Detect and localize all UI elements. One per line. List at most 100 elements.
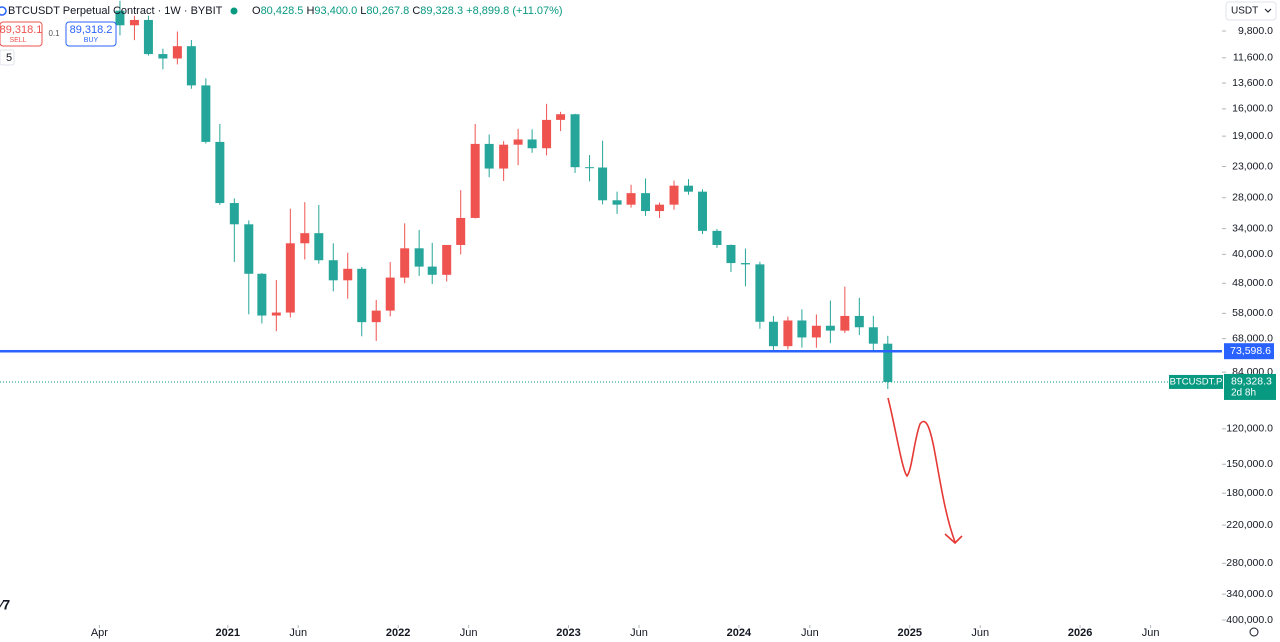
logo: ⁄7	[0, 597, 10, 613]
buy-label: BUY	[84, 37, 99, 44]
candle-body	[527, 139, 537, 149]
y-tick-label: 120,000.0	[1226, 423, 1273, 435]
buy-price: 89,318.2	[70, 24, 113, 36]
candle-body	[172, 46, 182, 59]
candle-body	[400, 248, 410, 278]
y-tick-label: 9,800.0	[1238, 25, 1273, 37]
quantity: 0.1	[48, 29, 60, 38]
ohlc-value: 80,267.8	[366, 5, 409, 17]
candle-body	[570, 114, 580, 168]
candle-body	[655, 204, 665, 212]
price-label-bg	[1224, 373, 1276, 400]
candle-body	[357, 268, 367, 323]
x-tick-label: Jun	[1142, 627, 1160, 639]
y-tick-label: 58,000.0	[1232, 307, 1273, 319]
currency: USDT	[1231, 6, 1258, 17]
candle-body	[768, 321, 778, 347]
ohlc-key: C	[412, 5, 420, 17]
candle-body	[143, 19, 153, 55]
candle-body	[825, 325, 835, 331]
candle-body	[328, 260, 338, 281]
ohlc-key: O	[252, 5, 261, 17]
x-tick-label: 2023	[556, 627, 580, 639]
candle-body	[427, 266, 437, 275]
y-tick-label: 28,000.0	[1232, 192, 1273, 204]
symbol-title: BTCUSDT Perpetual Contract · 1W · BYBIT	[8, 5, 223, 17]
symbol-icon	[0, 6, 7, 16]
ohlc-key: L	[360, 5, 366, 17]
candle-body	[470, 143, 480, 218]
sell-price: 89,318.1	[0, 24, 42, 36]
candle-body	[669, 185, 679, 205]
y-tick-label: 180,000.0	[1226, 487, 1273, 499]
ohlc-value: 80,428.5	[261, 5, 304, 17]
candle-body	[285, 243, 295, 313]
currency-select[interactable]	[1225, 1, 1277, 21]
candle-body	[129, 19, 139, 26]
candle-body	[740, 263, 750, 265]
x-tick-label: Jun	[971, 627, 989, 639]
candle-body	[244, 224, 254, 274]
y-tick-label: 280,000.0	[1226, 557, 1273, 569]
candle-body	[300, 233, 310, 244]
candle-body	[201, 85, 211, 142]
hline-label: 73,598.6	[1230, 345, 1271, 357]
x-tick-label: 2022	[386, 627, 410, 639]
y-tick-label: 34,000.0	[1232, 222, 1273, 234]
x-tick-label: Apr	[91, 627, 108, 639]
y-tick-label: 23,000.0	[1232, 160, 1273, 172]
x-tick-label: Jun	[630, 627, 648, 639]
plot-area	[115, 0, 893, 390]
y-tick-label: 68,000.0	[1232, 332, 1273, 344]
y-tick-label: 16,000.0	[1232, 103, 1273, 115]
x-tick-label: 2021	[216, 627, 240, 639]
ohlc-value: 93,400.0	[314, 5, 357, 17]
y-tick-label: 150,000.0	[1226, 458, 1273, 470]
badge[interactable]	[0, 49, 15, 66]
drawn-arrowhead	[944, 533, 963, 545]
x-tick-label: Jun	[460, 627, 478, 639]
candle-body	[641, 193, 651, 212]
candle-body	[683, 185, 693, 192]
settings-icon[interactable]	[1249, 627, 1259, 637]
ohlc-key: H	[306, 5, 314, 17]
buy-button[interactable]	[65, 21, 117, 47]
market-status	[230, 7, 238, 15]
symbol-label-bg	[1169, 374, 1223, 389]
y-tick-label: 48,000.0	[1232, 277, 1273, 289]
candle-body	[556, 114, 566, 120]
candle-body	[883, 343, 893, 382]
candle-body	[314, 233, 324, 261]
candle-body	[499, 144, 509, 169]
x-tick-label: Jun	[801, 627, 819, 639]
candle-body	[612, 200, 622, 205]
y-tick-label: 220,000.0	[1226, 519, 1273, 531]
candle-body	[542, 119, 552, 149]
candle-body	[371, 310, 381, 323]
price-scale-bg	[1222, 0, 1280, 642]
candle-body	[484, 143, 494, 169]
symbol-label: BTCUSDT.P	[1170, 376, 1223, 387]
sell-button[interactable]	[0, 21, 43, 47]
candle-body	[868, 327, 878, 344]
countdown: 2d 8h	[1231, 388, 1256, 399]
candle-body	[854, 315, 864, 328]
candle-body	[697, 191, 707, 231]
x-tick-label: 2025	[897, 627, 921, 639]
candle-body	[442, 244, 452, 275]
drawn-arrow	[887, 397, 956, 543]
x-tick-label: 2024	[727, 627, 752, 639]
candle-body	[811, 325, 821, 338]
change: +8,899.8 (+11.07%)	[466, 5, 562, 17]
candle-body	[343, 268, 353, 281]
ohlc-value: 89,328.3	[420, 5, 463, 17]
y-tick-label: 340,000.0	[1226, 588, 1273, 600]
candle-body	[712, 230, 722, 245]
candle-body	[783, 320, 793, 347]
candle-body	[726, 244, 736, 264]
candle-body	[215, 141, 225, 204]
ohlc-legend: O80,428.5 H93,400.0 L80,267.8 C89,328.3 …	[252, 5, 563, 17]
y-tick-label: 19,000.0	[1232, 130, 1273, 142]
